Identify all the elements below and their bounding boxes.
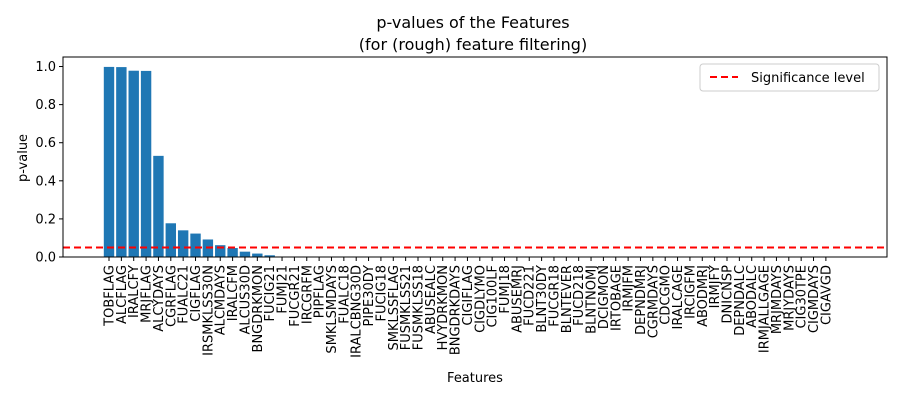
- x-tick-label: FUCD218: [572, 265, 587, 326]
- x-tick-label: FUSMKLSS18: [412, 265, 427, 350]
- y-axis-ticks: 0.0 0.2 0.4 0.6 0.8 1.0: [35, 60, 63, 266]
- x-tick-label: ALCMDAYS: [214, 265, 229, 335]
- x-tick-label: BNGDRKDAYS: [449, 265, 464, 355]
- x-tick-label: ALCFLAG: [115, 265, 130, 324]
- y-tick-label: 0.0: [35, 251, 56, 266]
- x-tick-label: FUCD221: [523, 265, 538, 326]
- x-tick-label: FUALC18: [337, 265, 352, 324]
- x-tick-label: BLNTNOMJ: [585, 265, 600, 334]
- x-tick-label: FUCIG18: [374, 265, 389, 322]
- x-tick-label: FUCIG21: [263, 265, 278, 322]
- x-axis-ticks: TOBFLAGALCFLAGIRALCFYMRJFLAGALCYDAYSCGRF…: [103, 257, 834, 358]
- x-tick-label: ABUSEMRJ: [510, 265, 525, 333]
- x-tick-label: CIG100LF: [486, 265, 501, 328]
- x-tick-label: IRALCBNG30D: [350, 265, 365, 358]
- bar: [215, 245, 226, 257]
- x-tick-label: CIGFLAG: [189, 265, 204, 322]
- x-tick-label: DEPNDMRJ: [634, 265, 649, 335]
- bar: [252, 253, 263, 257]
- bar: [227, 248, 238, 257]
- x-tick-label: IRCGRFM: [300, 265, 315, 324]
- plot-frame: [62, 56, 888, 258]
- bar: [128, 70, 139, 257]
- x-tick-label: CDCGMO: [659, 265, 674, 325]
- x-tick-label: PIPFLAG: [313, 265, 328, 318]
- x-tick-label: CIG30TPE: [795, 265, 810, 329]
- bar: [190, 233, 201, 257]
- x-tick-label: FUALC21: [177, 265, 192, 324]
- x-tick-label: CIGMDAYS: [807, 265, 822, 333]
- x-tick-label: IRALCAGE: [671, 265, 686, 330]
- x-tick-label: IRMJALLGAGE: [758, 265, 773, 353]
- x-tick-label: ALCYDAYS: [152, 265, 167, 332]
- x-tick-label: IRALCFM: [226, 265, 241, 321]
- x-tick-label: TOBFLAG: [103, 265, 118, 327]
- x-tick-label: IRMJFM: [622, 265, 637, 312]
- x-tick-label: CGRFLAG: [164, 265, 179, 327]
- x-tick-label: ABUSEALC: [424, 265, 439, 334]
- x-tick-label: BLNT30DY: [535, 265, 550, 333]
- y-tick-label: 0.4: [35, 174, 56, 189]
- x-tick-label: SMKLSMDAYS: [325, 265, 340, 354]
- legend-label: Significance level: [751, 71, 865, 86]
- y-tick-label: 1.0: [35, 60, 56, 75]
- bar: [239, 251, 251, 257]
- x-tick-label: IRSMKLSS30N: [201, 265, 216, 356]
- y-tick-label: 0.6: [35, 136, 56, 151]
- x-tick-label: BNGDRKMON: [251, 265, 266, 352]
- legend: Significance level: [699, 63, 880, 92]
- x-tick-label: IRALCFY: [127, 265, 142, 318]
- x-tick-label: ABODMRJ: [696, 265, 711, 327]
- chart-title: p-values of the Features: [376, 13, 569, 32]
- x-tick-label: FUCGR21: [288, 265, 303, 327]
- x-tick-label: MRJFLAG: [140, 265, 155, 323]
- x-tick-label: CGRMDAYS: [646, 265, 661, 338]
- x-tick-label: SMKLSSFLAG: [387, 265, 402, 351]
- x-axis-label: Features: [447, 371, 503, 386]
- x-tick-label: ABODALC: [745, 265, 760, 328]
- x-tick-label: CIGAVGD: [819, 265, 834, 325]
- bars-group: [103, 66, 832, 258]
- x-tick-label: DCIGMON: [597, 265, 612, 329]
- x-tick-label: IRCIGFM: [683, 265, 698, 319]
- x-tick-label: MRJYDAYS: [782, 265, 797, 331]
- x-tick-label: BLNTEVER: [560, 265, 575, 333]
- x-tick-label: MRJMDAYS: [770, 265, 785, 334]
- bar: [177, 230, 189, 257]
- x-tick-label: FUMJ18: [498, 265, 513, 314]
- x-tick-label: PIPE30DY: [362, 265, 377, 327]
- bar: [264, 255, 275, 257]
- y-tick-label: 0.2: [35, 212, 56, 227]
- x-tick-label: IRTOBAGE: [609, 265, 624, 331]
- x-tick-label: FUMJ21: [276, 265, 291, 314]
- y-tick-label: 0.8: [35, 98, 56, 113]
- x-tick-label: FUCGR18: [547, 265, 562, 327]
- chart-subtitle: (for (rough) feature filtering): [359, 35, 587, 54]
- legend-box: [699, 63, 880, 92]
- x-tick-label: DEPNDALC: [733, 265, 748, 336]
- bar: [116, 67, 127, 257]
- x-tick-label: ALCUS30D: [238, 265, 253, 335]
- x-tick-label: HVYDRKMON: [436, 265, 451, 350]
- x-tick-label: DNICNSP: [721, 265, 736, 324]
- bar: [140, 70, 152, 258]
- bar: [165, 223, 176, 257]
- x-tick-label: FUSMKLSS21: [399, 265, 414, 350]
- bar: [153, 155, 164, 257]
- x-tick-label: IRMJFY: [708, 265, 723, 308]
- y-axis-label: p-value: [16, 134, 31, 182]
- x-tick-label: CIGDLYMO: [473, 265, 488, 333]
- bar: [103, 66, 115, 258]
- x-tick-label: CIGIFLAG: [461, 265, 476, 326]
